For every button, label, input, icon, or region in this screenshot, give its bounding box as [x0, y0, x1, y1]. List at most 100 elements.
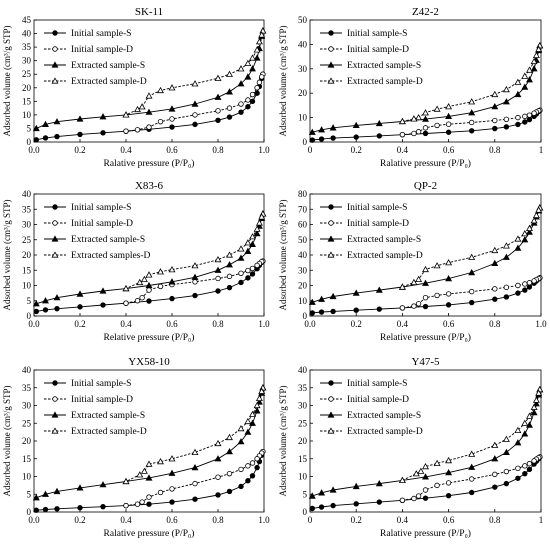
- y-tick-label: 0: [27, 311, 32, 321]
- data-point: [330, 135, 336, 141]
- data-point: [238, 483, 244, 490]
- data-point: [469, 489, 475, 496]
- data-point: [530, 408, 538, 416]
- series-4: [122, 27, 267, 118]
- data-point: [375, 479, 383, 487]
- data-point: [469, 299, 475, 306]
- data-point: [191, 80, 199, 87]
- data-point: [515, 282, 521, 289]
- data-point: [169, 295, 175, 302]
- y-axis-label: Adsorbed volume (cm³/g STP): [2, 386, 12, 497]
- y-tick-label: 60: [298, 220, 308, 230]
- data-point: [422, 130, 429, 137]
- series-1: [33, 448, 266, 513]
- data-point: [468, 98, 476, 105]
- y-tick-label: 30: [298, 64, 308, 74]
- data-point: [244, 73, 252, 80]
- data-point: [253, 54, 261, 61]
- legend-label: Extracted sample-D: [347, 77, 423, 87]
- data-point: [445, 492, 452, 499]
- data-point: [122, 111, 130, 118]
- data-point: [169, 124, 175, 130]
- data-point: [503, 116, 510, 123]
- x-tick-label: 0.4: [397, 515, 409, 525]
- legend-label: Initial sample-D: [347, 45, 409, 55]
- chart-panel-6: Y47-50 0.2 0.4 0.6 0.8 10510152025303540Ralat…: [278, 356, 544, 539]
- data-point: [521, 83, 529, 90]
- data-point: [469, 119, 475, 126]
- chart-title: X83-6: [135, 180, 164, 192]
- legend-label: Initial sample-S: [347, 379, 407, 389]
- data-point: [352, 482, 360, 490]
- data-point: [469, 128, 475, 134]
- data-point: [491, 102, 499, 110]
- legend-marker: [328, 396, 334, 402]
- legend-marker: [52, 46, 58, 52]
- y-tick-label: 10: [22, 472, 32, 482]
- legend-marker: [52, 220, 58, 226]
- data-point: [254, 90, 260, 96]
- chart-panel-3: X83-6 0.0 0.2 0.4 0.6 0.8 1.0 0 5 10 15 20 25 30 35 40 R…: [2, 180, 270, 343]
- data-point: [491, 441, 499, 448]
- legend-label: Extracted sample-S: [347, 61, 421, 71]
- data-point: [526, 112, 533, 118]
- data-point: [258, 387, 266, 394]
- data-point: [530, 57, 538, 65]
- data-point: [433, 262, 441, 269]
- legend-marker: [51, 77, 59, 84]
- data-point: [318, 295, 326, 302]
- data-point: [226, 488, 233, 495]
- x-tick-label: 0.8: [212, 145, 224, 155]
- data-point: [468, 463, 476, 470]
- data-point: [532, 51, 540, 58]
- data-point: [244, 247, 252, 255]
- x-tick-label: 0.2: [351, 319, 362, 329]
- series-4: [398, 385, 544, 484]
- data-point: [422, 487, 429, 493]
- data-point: [502, 85, 510, 93]
- legend-marker: [327, 251, 335, 258]
- data-point: [254, 456, 260, 462]
- x-tick-label: 0.2: [74, 319, 85, 329]
- y-tick-label: 35: [22, 383, 32, 393]
- data-point: [514, 235, 522, 242]
- data-point: [415, 275, 423, 283]
- x-tick-label: 1.0: [258, 319, 270, 329]
- data-point: [399, 305, 406, 311]
- data-point: [226, 433, 233, 441]
- data-point: [254, 464, 260, 471]
- y-tick-label: 40: [22, 365, 32, 375]
- x-axis-label: Ralative pressure (P/P₀): [104, 158, 195, 169]
- data-point: [502, 448, 510, 456]
- chart-title: SK-11: [135, 6, 163, 18]
- data-point: [469, 476, 475, 482]
- data-point: [468, 450, 476, 457]
- data-point: [53, 118, 61, 125]
- data-point: [54, 506, 60, 512]
- legend-marker: [52, 380, 58, 386]
- data-point: [531, 278, 537, 284]
- data-point: [140, 467, 148, 474]
- data-point: [521, 72, 529, 79]
- data-point: [249, 54, 256, 61]
- data-point: [422, 125, 429, 131]
- data-point: [140, 275, 148, 283]
- data-point: [215, 108, 221, 114]
- y-tick-label: 20: [298, 281, 308, 291]
- data-point: [157, 118, 164, 125]
- legend-label: Extracted sample-D: [71, 77, 147, 87]
- y-tick-label: 10: [22, 281, 32, 291]
- data-point: [398, 117, 406, 125]
- data-point: [245, 478, 251, 484]
- data-point: [491, 90, 499, 98]
- x-tick-label: 0.8: [212, 319, 224, 329]
- data-point: [214, 255, 222, 263]
- y-tick-label: 35: [298, 383, 308, 393]
- y-axis-label: Adsorbed volume (cm³/g STP): [2, 200, 12, 311]
- data-point: [422, 495, 429, 501]
- data-point: [157, 457, 164, 465]
- x-tick-label: 0.0: [304, 319, 316, 329]
- data-point: [157, 86, 164, 94]
- data-point: [254, 85, 260, 91]
- legend-marker: [52, 396, 58, 402]
